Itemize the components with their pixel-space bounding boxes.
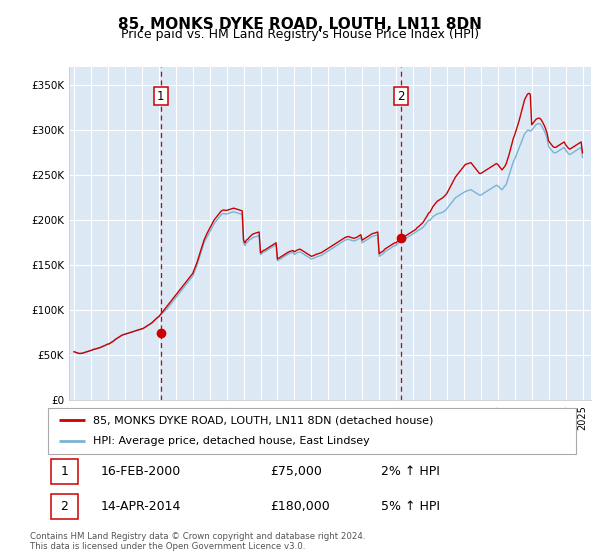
Text: HPI: Average price, detached house, East Lindsey: HPI: Average price, detached house, East… [93, 436, 370, 446]
Text: 2% ↑ HPI: 2% ↑ HPI [380, 465, 440, 478]
Text: Contains HM Land Registry data © Crown copyright and database right 2024.
This d: Contains HM Land Registry data © Crown c… [30, 532, 365, 552]
Text: Price paid vs. HM Land Registry's House Price Index (HPI): Price paid vs. HM Land Registry's House … [121, 28, 479, 41]
Text: 1: 1 [61, 465, 68, 478]
Text: 16-FEB-2000: 16-FEB-2000 [101, 465, 181, 478]
Text: 2: 2 [397, 90, 404, 102]
Text: £180,000: £180,000 [270, 500, 329, 514]
Text: 1: 1 [157, 90, 164, 102]
Text: £75,000: £75,000 [270, 465, 322, 478]
Text: 14-APR-2014: 14-APR-2014 [101, 500, 181, 514]
Text: 5% ↑ HPI: 5% ↑ HPI [380, 500, 440, 514]
Text: 2: 2 [61, 500, 68, 514]
FancyBboxPatch shape [50, 459, 78, 484]
FancyBboxPatch shape [50, 494, 78, 520]
Text: 85, MONKS DYKE ROAD, LOUTH, LN11 8DN: 85, MONKS DYKE ROAD, LOUTH, LN11 8DN [118, 17, 482, 32]
Text: 85, MONKS DYKE ROAD, LOUTH, LN11 8DN (detached house): 85, MONKS DYKE ROAD, LOUTH, LN11 8DN (de… [93, 415, 433, 425]
FancyBboxPatch shape [48, 408, 576, 454]
